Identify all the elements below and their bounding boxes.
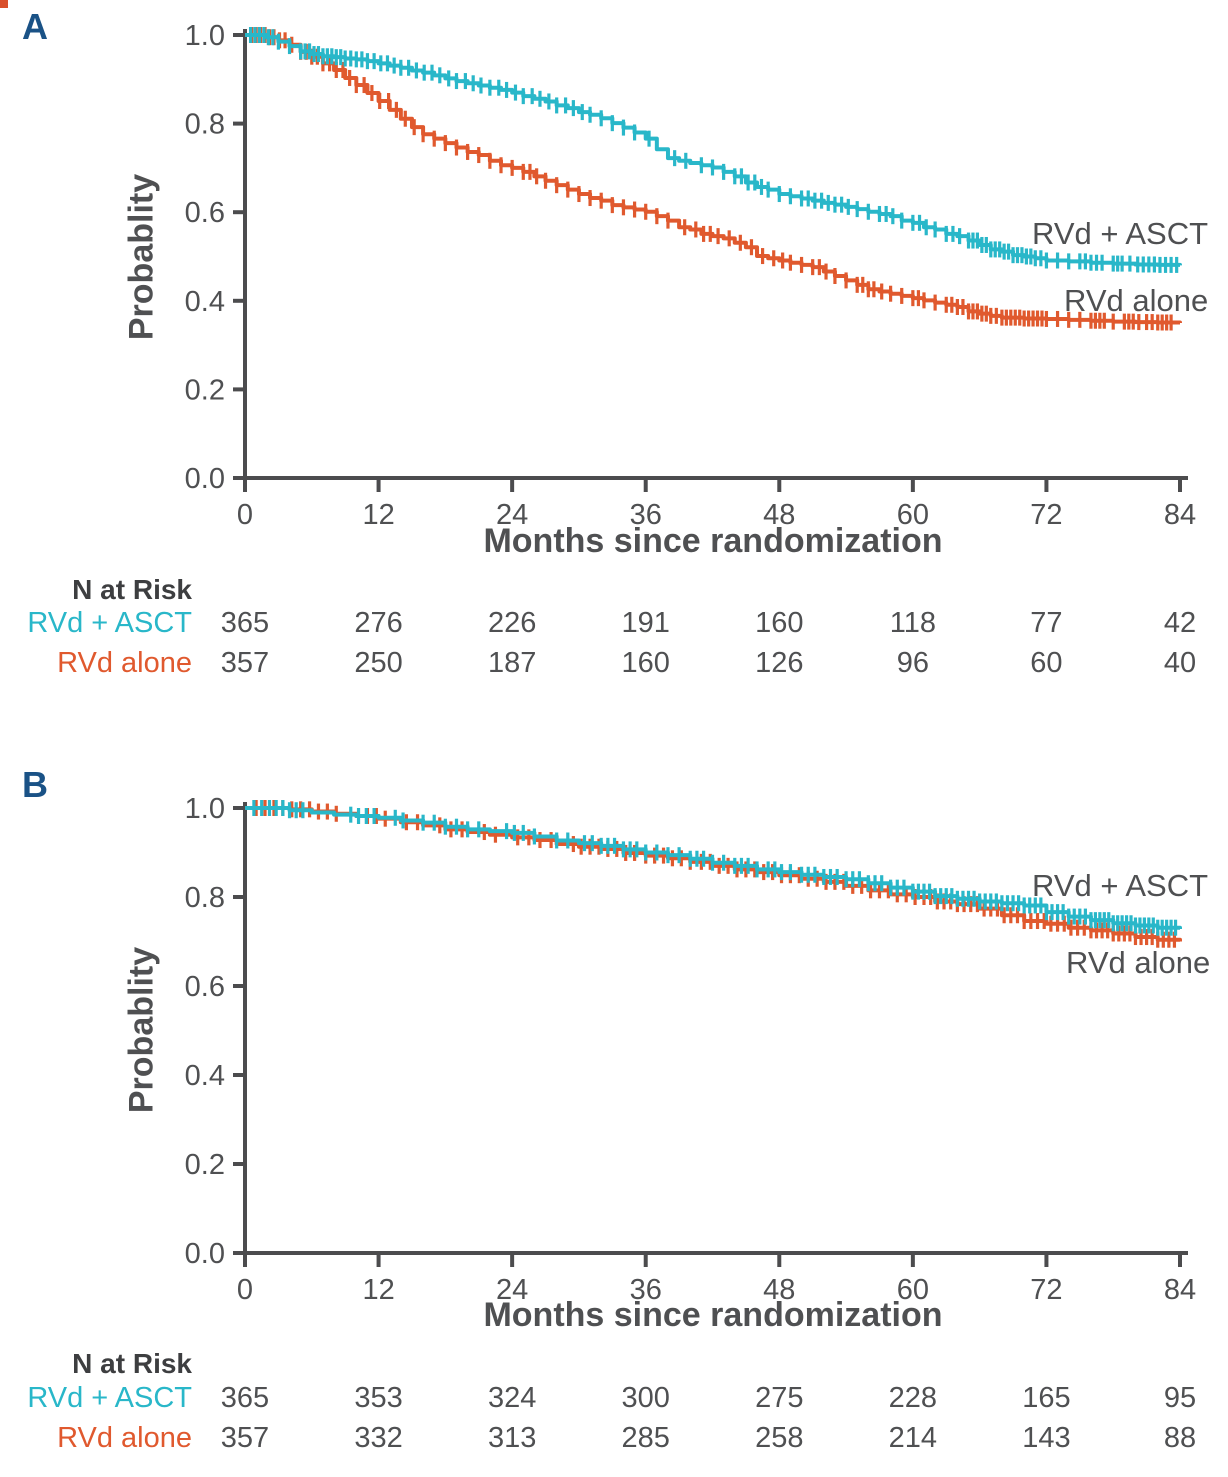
panel-b-letter: B (22, 764, 48, 805)
panel-a-plot: 0 12 24 36 48 60 72 84 1.0 0.8 0.6 0.4 0.2 0.0 (185, 20, 1196, 531)
panel-a-x-axis-label: Months since randomization (483, 522, 943, 560)
x-tick-label: 24 (496, 1274, 528, 1306)
risk-value: 357 (220, 1422, 270, 1454)
y-tick-label: 0.2 (185, 1149, 225, 1181)
y-tick-label: 0.8 (185, 882, 225, 914)
risk-value: 187 (487, 647, 537, 679)
risk-row-label: RVd + ASCT (27, 607, 192, 639)
x-tick-label: 72 (1030, 499, 1062, 531)
risk-value: 160 (621, 647, 670, 679)
y-tick-label: 0.6 (185, 197, 225, 229)
risk-value: 250 (354, 647, 403, 679)
risk-row-label: RVd alone (57, 647, 192, 679)
risk-value: 214 (888, 1422, 938, 1454)
risk-value: 226 (487, 607, 537, 639)
risk-value: 300 (621, 1382, 670, 1414)
panel-a-risk-table-header: N at Risk (72, 574, 192, 605)
x-tick-label: 12 (362, 1274, 394, 1306)
y-tick-label: 0.0 (185, 463, 225, 495)
panel-b-y-axis-label: Probablity (122, 946, 161, 1114)
panel-b-risk-table-header: N at Risk (72, 1348, 192, 1379)
panel-a-curve-label-rvd-alone: RVd alone (1064, 283, 1209, 318)
risk-value: 60 (1030, 647, 1063, 679)
risk-value: 191 (621, 607, 670, 639)
risk-value: 357 (220, 647, 270, 679)
risk-value: 143 (1022, 1422, 1071, 1454)
x-tick-label: 60 (897, 499, 929, 531)
x-tick-label: 24 (496, 499, 528, 531)
risk-value: 228 (888, 1382, 938, 1414)
risk-value: 95 (1163, 1382, 1197, 1414)
risk-value: 276 (354, 607, 403, 639)
risk-value: 365 (220, 607, 270, 639)
km-curve-rvd-alone (245, 33, 1182, 325)
risk-value: 96 (896, 647, 929, 679)
risk-value: 313 (487, 1422, 537, 1454)
y-tick-label: 0.4 (185, 1060, 225, 1092)
panel-b-curve-label-rvd-asct: RVd + ASCT (1032, 868, 1209, 903)
risk-value: 365 (220, 1382, 270, 1414)
y-tick-label: 1.0 (185, 793, 225, 825)
x-tick-label: 0 (237, 499, 253, 531)
y-tick-label: 1.0 (185, 20, 225, 52)
y-tick-label: 0.4 (185, 286, 225, 318)
risk-value: 118 (889, 607, 936, 639)
x-tick-label: 48 (763, 499, 795, 531)
x-tick-label: 0 (237, 1274, 253, 1306)
panel-a-y-axis-label: Probablity (122, 173, 161, 341)
x-tick-label: 84 (1164, 499, 1196, 531)
scan-artifact-mark (0, 0, 8, 8)
risk-value: 40 (1163, 647, 1197, 679)
panel-a-curve-label-rvd-asct: RVd + ASCT (1032, 216, 1209, 251)
risk-value: 275 (755, 1382, 804, 1414)
risk-row-label: RVd + ASCT (27, 1382, 192, 1414)
panel-a-letter: A (22, 6, 48, 47)
risk-value: 77 (1030, 607, 1063, 639)
x-tick-label: 12 (362, 499, 394, 531)
risk-value: 332 (354, 1422, 403, 1454)
y-tick-label: 0.6 (185, 971, 225, 1003)
risk-value: 88 (1163, 1422, 1197, 1454)
risk-value: 165 (1022, 1382, 1071, 1414)
risk-row-label: RVd alone (57, 1422, 192, 1454)
x-tick-label: 84 (1164, 1274, 1196, 1306)
risk-value: 160 (755, 607, 804, 639)
risk-value: 258 (755, 1422, 804, 1454)
panel-b-curve-label-rvd-alone: RVd alone (1066, 945, 1211, 980)
panel-b-x-axis-label: Months since randomization (483, 1296, 943, 1334)
risk-value: 42 (1163, 607, 1197, 639)
risk-value: 285 (621, 1422, 670, 1454)
risk-value: 353 (354, 1382, 403, 1414)
risk-value: 324 (487, 1382, 537, 1414)
y-tick-label: 0.2 (185, 374, 225, 406)
y-tick-label: 0.8 (185, 109, 225, 141)
x-tick-label: 48 (763, 1274, 795, 1306)
risk-value: 126 (755, 647, 804, 679)
panel-b-plot: 0 12 24 36 48 60 72 84 1.0 0.8 0.6 0.4 0.2 0.0 (185, 793, 1196, 1306)
x-tick-label: 36 (630, 499, 662, 531)
x-tick-label: 60 (897, 1274, 929, 1306)
x-tick-label: 36 (630, 1274, 662, 1306)
x-tick-label: 72 (1030, 1274, 1062, 1306)
y-tick-label: 0.0 (185, 1238, 225, 1270)
